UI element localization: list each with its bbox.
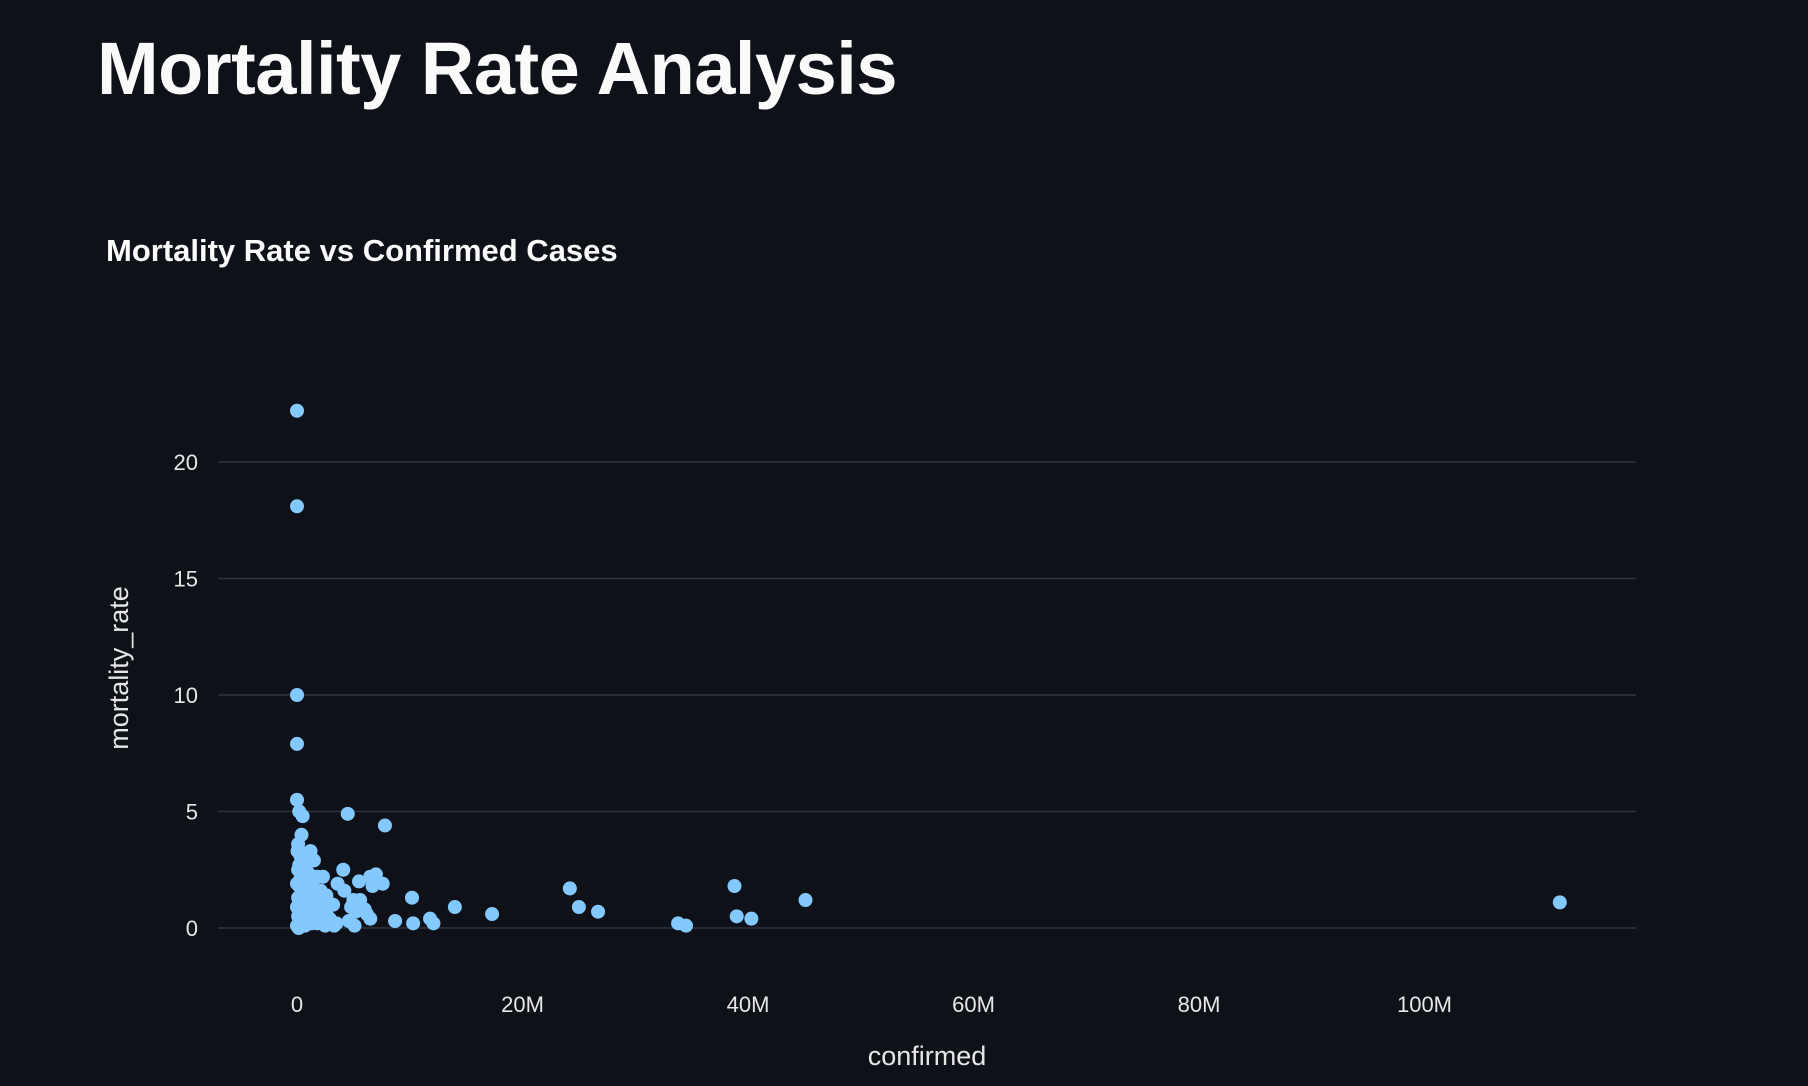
y-axis-title: mortality_rate [104,586,134,750]
data-point[interactable] [388,914,403,929]
page-title: Mortality Rate Analysis [97,27,898,110]
data-point[interactable] [744,911,759,926]
data-point[interactable] [310,916,325,931]
data-point[interactable] [485,907,500,922]
data-point[interactable] [329,916,344,931]
chart-title: Mortality Rate vs Confirmed Cases [106,233,618,268]
data-points[interactable] [290,403,1567,935]
data-point[interactable] [562,881,577,896]
x-axis-ticks: 0 20M 40M 60M 80M 100M [291,992,1452,1017]
data-point[interactable] [447,900,462,915]
data-point[interactable] [297,918,312,933]
data-point[interactable] [352,874,367,889]
gridlines [218,461,1636,929]
data-point[interactable] [798,893,813,908]
data-point[interactable] [347,918,362,933]
data-point[interactable] [406,916,421,931]
data-point[interactable] [405,890,420,905]
y-tick-label: 10 [174,683,198,708]
y-tick-label: 20 [174,450,198,475]
data-point[interactable] [375,876,390,891]
data-point[interactable] [290,499,304,514]
data-point[interactable] [340,806,355,821]
data-point[interactable] [727,879,742,894]
data-point[interactable] [290,688,304,702]
data-point[interactable] [295,809,310,824]
x-tick-label: 80M [1178,992,1221,1017]
x-tick-label: 40M [727,992,770,1017]
data-point[interactable] [426,916,441,931]
y-axis-ticks: 0 5 10 15 20 [174,450,198,941]
y-tick-label: 0 [186,916,198,941]
data-point[interactable] [377,818,392,833]
y-tick-label: 15 [174,567,198,592]
data-point[interactable] [290,792,304,807]
x-tick-label: 20M [501,992,544,1017]
data-point[interactable] [290,736,304,751]
x-tick-label: 100M [1397,992,1452,1017]
data-point[interactable] [1552,895,1567,910]
data-point[interactable] [290,403,304,418]
data-point[interactable] [678,918,693,933]
data-point[interactable] [571,900,586,915]
data-point[interactable] [336,862,351,877]
data-point[interactable] [591,904,606,919]
x-axis-title: confirmed [868,1041,987,1071]
data-point[interactable] [357,902,372,917]
y-tick-label: 5 [186,800,198,825]
x-tick-label: 60M [952,992,995,1017]
data-point[interactable] [337,883,352,898]
data-point[interactable] [729,909,744,924]
x-tick-label: 0 [291,992,303,1017]
